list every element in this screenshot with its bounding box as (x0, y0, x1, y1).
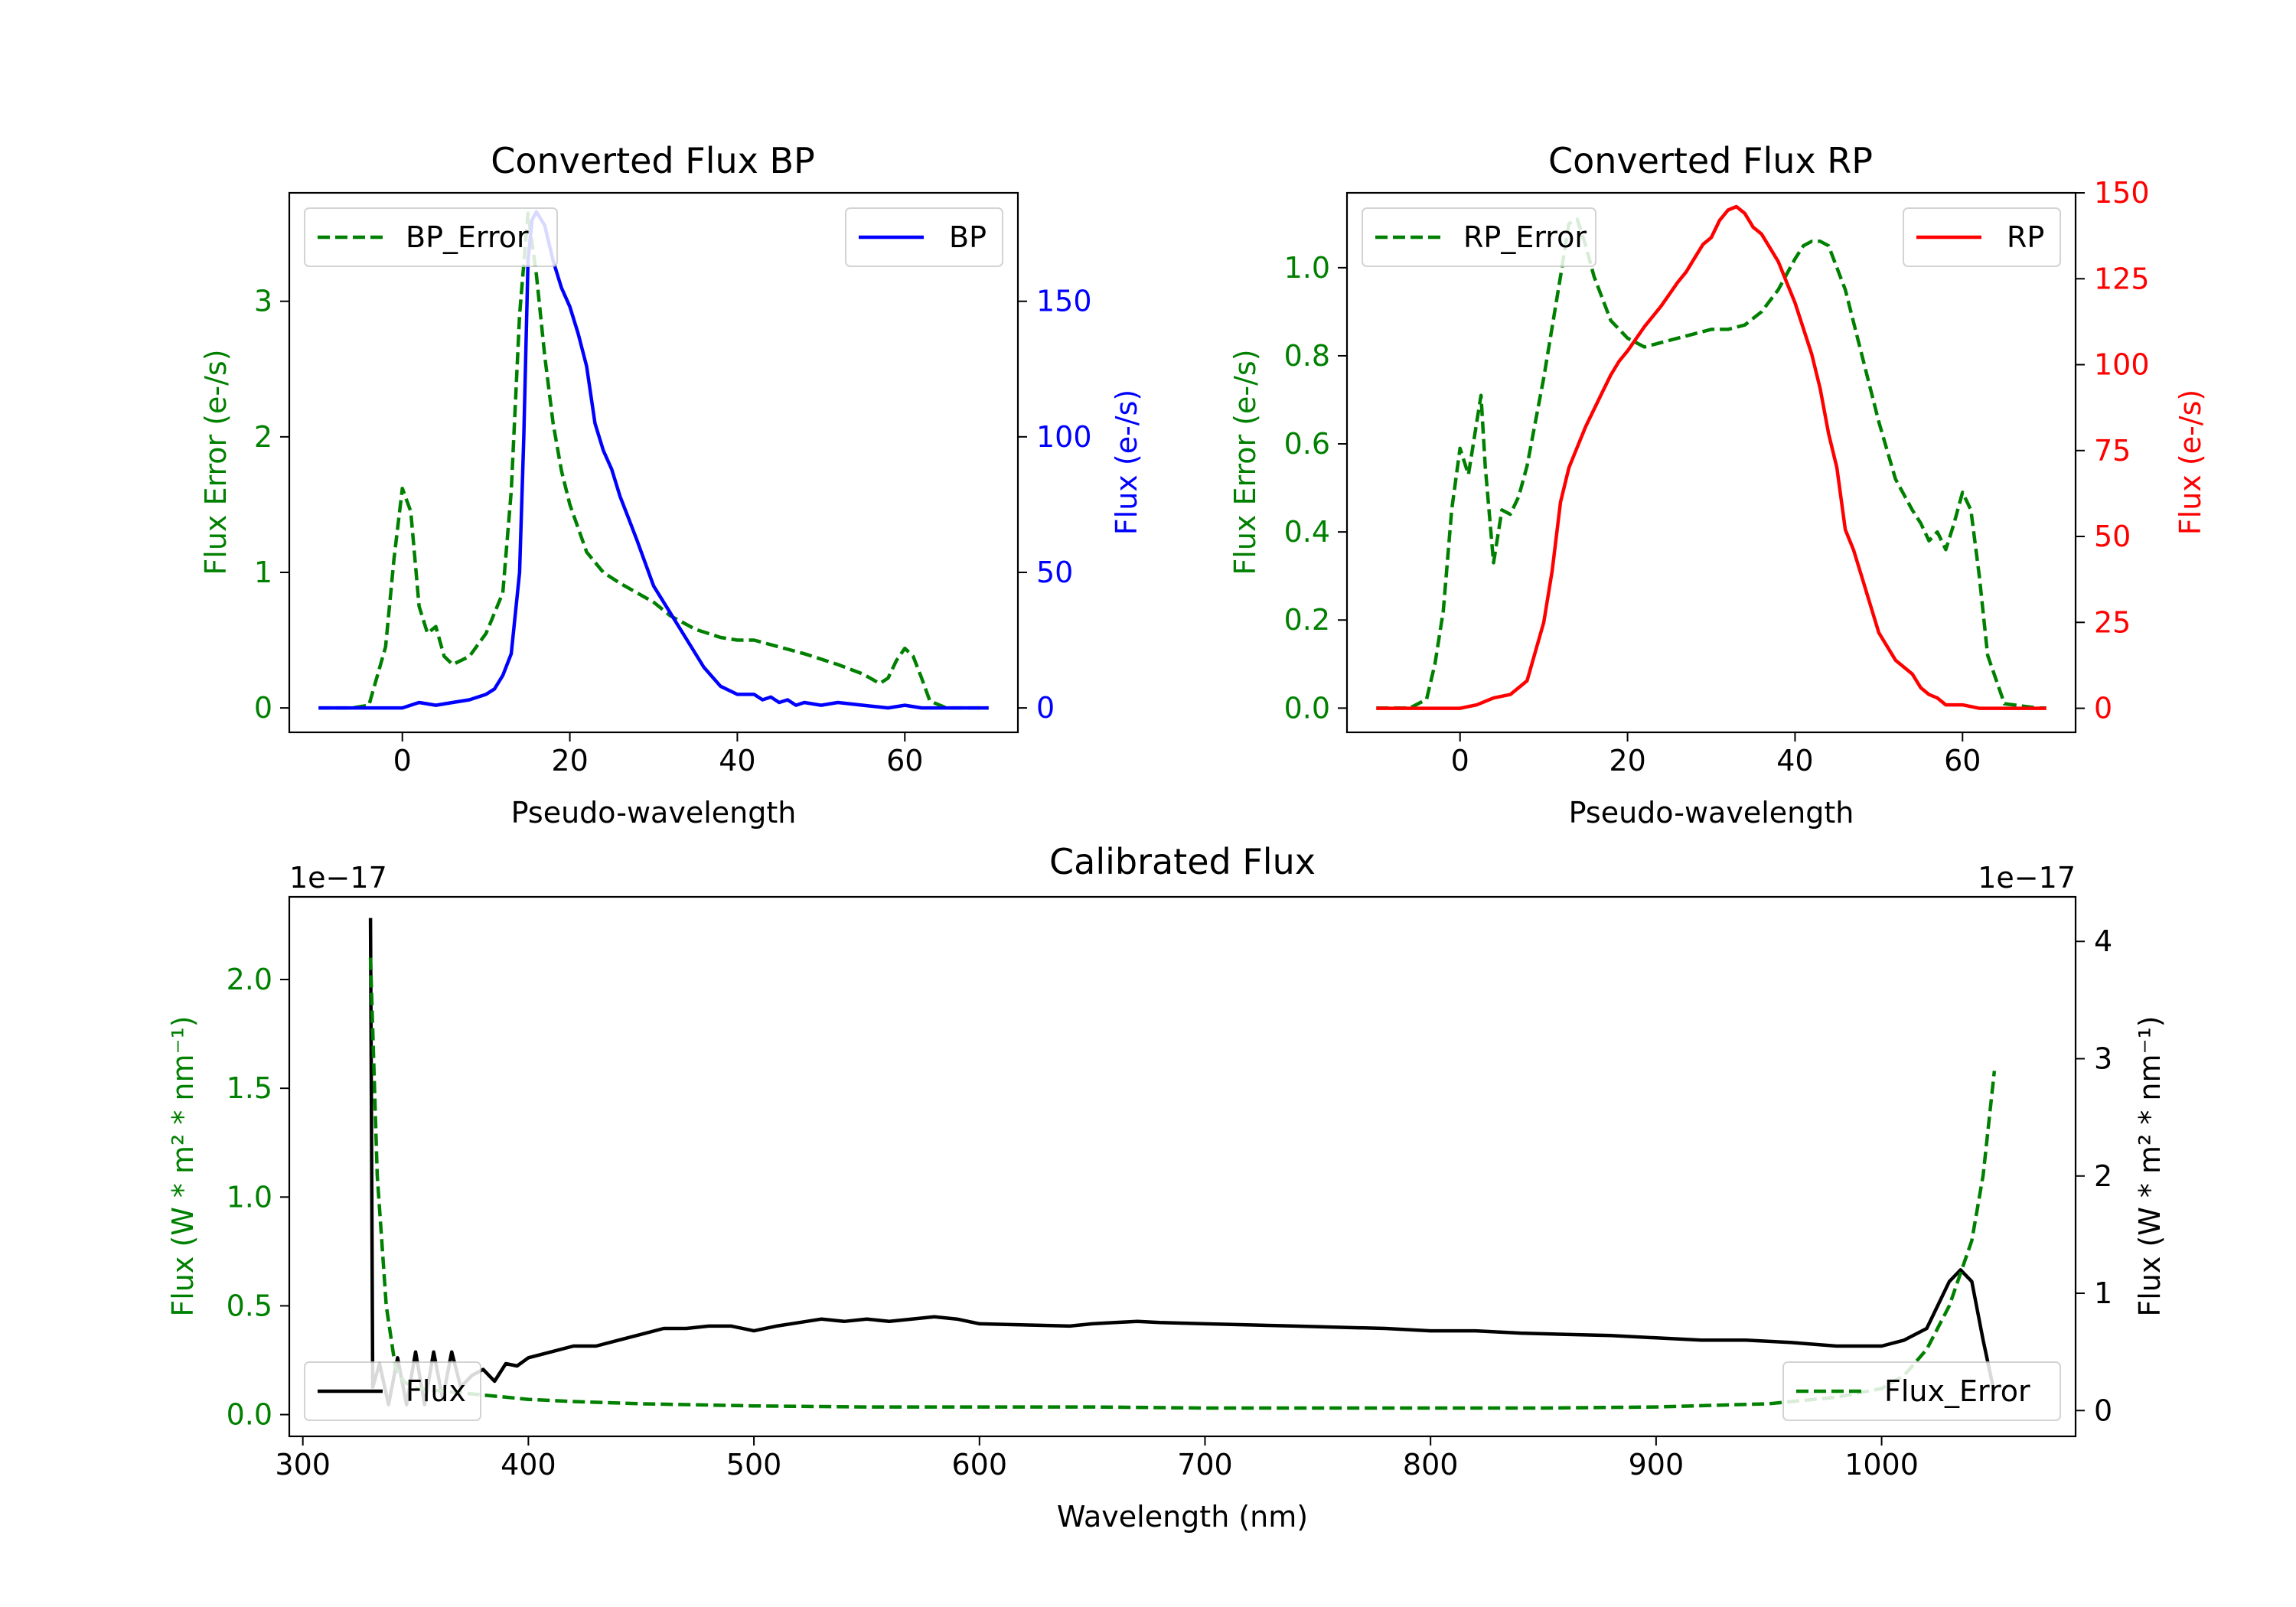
chart-bp-legend-error: BP_Error (304, 207, 558, 267)
x-tick-label: 400 (501, 1448, 556, 1482)
chart-bp-frame (288, 191, 1019, 734)
right-y-tick-label: 1 (2094, 1276, 2112, 1310)
right-y-tick-label: 100 (2094, 348, 2150, 382)
chart-rp-legend-error-label: RP_Error (1463, 220, 1587, 254)
right-y-tick-label: 150 (2094, 176, 2150, 210)
left-y-tick-label: 0.5 (227, 1289, 272, 1322)
left-y-tick-label: 0.2 (1284, 603, 1330, 637)
chart-bp-legend-flux: BP (845, 207, 1003, 267)
chart-calibrated-legend-error: Flux_Error (1782, 1361, 2061, 1421)
x-tick-label: 20 (1609, 744, 1645, 777)
x-tick-label: 700 (1177, 1448, 1233, 1482)
left-y-tick-label: 3 (254, 285, 272, 318)
x-tick-label: 0 (1451, 744, 1469, 777)
chart-calibrated-frame (288, 895, 2077, 1438)
right-y-tick-label: 4 (2094, 924, 2112, 958)
right-y-tick-label: 75 (2094, 434, 2131, 468)
chart-rp-legend-error: RP_Error (1362, 207, 1596, 267)
x-tick-label: 20 (551, 744, 588, 777)
x-tick-label: 60 (886, 744, 923, 777)
chart-rp-right-ylabel: Flux (e-/s) (2174, 390, 2207, 535)
chart-rp-frame (1345, 191, 2077, 734)
right-y-tick-label: 125 (2094, 262, 2150, 295)
series-line-flux (368, 918, 1997, 1407)
x-tick-label: 500 (726, 1448, 782, 1482)
left-y-tick-label: 1.5 (227, 1071, 272, 1105)
chart-rp-title: Converted Flux RP (1548, 140, 1873, 181)
left-y-tick-label: 0.0 (1284, 691, 1330, 725)
right-y-tick-label: 50 (2094, 520, 2131, 553)
x-tick-label: 40 (1776, 744, 1813, 777)
right-y-tick-label: 50 (1036, 556, 1073, 589)
chart-rp-left-ylabel: Flux Error (e-/s) (1228, 349, 1262, 575)
right-y-tick-label: 2 (2094, 1159, 2112, 1193)
chart-calibrated-right-ylabel: Flux (W * m² * nm⁻¹) (2133, 1015, 2167, 1316)
series-line-rp-error (1376, 217, 2047, 710)
left-y-tick-label: 0.4 (1284, 515, 1330, 549)
chart-rp: Converted Flux RP Pseudo-wavelength Flux… (1228, 140, 2207, 830)
chart-calibrated-left-offset: 1e−17 (289, 861, 387, 895)
right-y-tick-label: 25 (2094, 605, 2131, 639)
right-y-tick-label: 0 (2094, 692, 2112, 725)
chart-calibrated-legend-flux-label: Flux (406, 1374, 466, 1408)
chart-calibrated: Calibrated Flux 1e−17 1e−17 Wavelength (… (166, 841, 2167, 1534)
left-y-tick-label: 0.0 (227, 1398, 272, 1432)
x-tick-label: 1000 (1844, 1448, 1919, 1482)
left-y-tick-label: 1.0 (1284, 251, 1330, 285)
chart-rp-xlabel: Pseudo-wavelength (1569, 796, 1854, 830)
x-tick-label: 0 (393, 744, 412, 777)
chart-bp-title: Converted Flux BP (491, 140, 815, 181)
left-y-tick-label: 2.0 (227, 963, 272, 996)
right-y-tick-label: 3 (2094, 1042, 2112, 1076)
chart-bp-legend-error-label: BP_Error (406, 220, 529, 254)
right-y-tick-label: 0 (1036, 691, 1055, 725)
left-y-tick-label: 1.0 (227, 1180, 272, 1214)
x-tick-label: 800 (1403, 1448, 1459, 1482)
series-line-rp (1376, 204, 2047, 710)
chart-bp-xlabel: Pseudo-wavelength (511, 796, 797, 830)
series-line-bp (318, 210, 989, 710)
left-y-tick-label: 0 (254, 691, 272, 725)
chart-bp-right-ylabel: Flux (e-/s) (1110, 390, 1143, 535)
left-y-tick-label: 2 (254, 420, 272, 454)
chart-calibrated-legend-error-label: Flux_Error (1884, 1374, 2030, 1408)
x-tick-label: 60 (1944, 744, 1981, 777)
chart-rp-legend-flux: RP (1903, 207, 2061, 267)
chart-bp-legend-flux-label: BP (949, 220, 987, 254)
left-y-tick-label: 1 (254, 556, 272, 589)
right-y-tick-label: 100 (1036, 420, 1092, 454)
chart-rp-legend-flux-label: RP (2007, 220, 2044, 254)
chart-calibrated-left-ylabel: Flux (W * m² * nm⁻¹) (166, 1015, 200, 1316)
x-tick-label: 300 (275, 1448, 331, 1482)
x-tick-label: 40 (719, 744, 755, 777)
right-y-tick-label: 0 (2094, 1393, 2112, 1427)
x-tick-label: 600 (952, 1448, 1008, 1482)
chart-calibrated-xlabel: Wavelength (nm) (1057, 1500, 1308, 1534)
series-line-bp-error (318, 211, 989, 710)
chart-calibrated-title: Calibrated Flux (1049, 841, 1316, 882)
x-tick-label: 900 (1629, 1448, 1684, 1482)
chart-calibrated-right-offset: 1e−17 (1978, 861, 2076, 895)
chart-bp-left-ylabel: Flux Error (e-/s) (199, 349, 233, 575)
right-y-tick-label: 150 (1036, 285, 1092, 318)
left-y-tick-label: 0.8 (1284, 339, 1330, 373)
left-y-tick-label: 0.6 (1284, 427, 1330, 461)
chart-bp: Converted Flux BP Pseudo-wavelength Flux… (199, 140, 1143, 830)
chart-calibrated-legend-flux: Flux (304, 1361, 481, 1421)
